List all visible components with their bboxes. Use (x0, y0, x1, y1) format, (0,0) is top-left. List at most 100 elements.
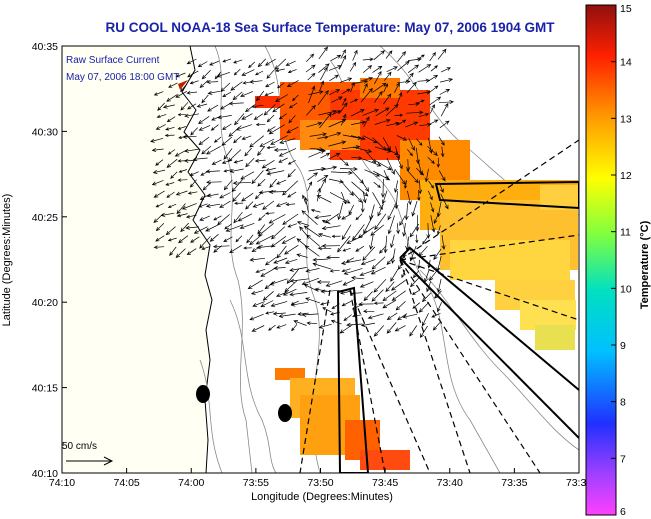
current-arrow (405, 72, 414, 84)
current-arrow (395, 300, 406, 311)
current-arrow (370, 224, 385, 236)
current-arrow (243, 246, 253, 250)
current-arrow (318, 46, 328, 60)
current-arrow (390, 248, 396, 264)
current-arrow (397, 60, 410, 71)
current-arrow (180, 222, 189, 233)
current-arrow (312, 257, 329, 262)
current-arrow (373, 278, 387, 293)
current-arrow (379, 245, 387, 254)
current-arrow (278, 157, 288, 163)
current-arrow (206, 79, 219, 85)
current-arrow (430, 215, 436, 233)
current-arrow (177, 178, 188, 182)
current-arrow (175, 248, 186, 259)
current-arrow (198, 136, 210, 146)
current-arrow (417, 54, 425, 60)
current-arrow (399, 215, 406, 226)
current-arrow (230, 81, 243, 91)
current-arrow (291, 323, 298, 332)
current-arrow (276, 245, 287, 259)
current-arrow (276, 82, 285, 89)
current-arrow (350, 109, 365, 117)
current-arrow (254, 158, 266, 163)
current-arrow (409, 223, 419, 238)
current-arrow (189, 171, 199, 176)
colorbar-label: Temperature (°C) (639, 220, 651, 309)
current-arrow (198, 125, 211, 131)
current-arrow (241, 192, 254, 202)
current-arrow (358, 302, 374, 307)
chart-title: RU COOL NOAA-18 Sea Surface Temperature:… (105, 20, 555, 35)
current-arrow (316, 187, 322, 202)
current-arrow (331, 110, 341, 116)
current-arrow (308, 150, 326, 158)
current-arrow (407, 149, 413, 157)
current-arrow (359, 269, 375, 277)
y-tick-label: 40:10 (32, 468, 58, 480)
current-arrow (397, 119, 407, 126)
current-arrow (436, 157, 441, 168)
current-arrow (339, 166, 358, 172)
current-arrow (416, 138, 423, 146)
surface-current-arrows (150, 46, 455, 338)
current-arrow (192, 157, 208, 162)
current-arrow (258, 190, 277, 195)
current-arrow (382, 290, 397, 302)
current-arrow (289, 267, 307, 272)
current-arrow (187, 70, 199, 78)
current-arrow (266, 114, 275, 123)
current-arrow (153, 245, 165, 250)
current-arrow (362, 57, 374, 62)
current-arrow (275, 68, 285, 72)
current-arrow (249, 79, 263, 84)
current-arrow (373, 301, 384, 305)
current-arrow (153, 190, 165, 198)
current-arrow (290, 301, 309, 307)
current-arrow (301, 210, 318, 226)
colorbar-tick-label: 10 (620, 283, 632, 295)
map-content (62, 46, 579, 473)
current-arrow (306, 121, 323, 128)
current-arrow (263, 104, 276, 116)
current-arrow (362, 82, 368, 94)
current-arrow (276, 324, 287, 329)
current-arrow (424, 168, 429, 183)
current-arrow (177, 126, 186, 130)
current-arrow (176, 213, 188, 218)
current-arrow (266, 126, 276, 132)
current-arrow (434, 290, 442, 299)
current-arrow (363, 291, 373, 302)
current-arrow (245, 201, 254, 210)
y-axis-label: Latitude (Degrees:Minutes) (1, 194, 13, 327)
current-arrow (160, 212, 175, 217)
colorbar (585, 4, 617, 516)
current-arrow (351, 156, 363, 160)
current-arrow (185, 225, 200, 230)
current-arrow (438, 182, 444, 193)
current-arrow (306, 321, 318, 326)
current-arrow (258, 214, 266, 222)
current-arrow (320, 165, 338, 171)
current-arrow (355, 245, 365, 252)
current-arrow (211, 159, 222, 165)
current-arrow (241, 135, 252, 140)
current-arrow (272, 103, 285, 113)
current-arrow (318, 178, 326, 192)
current-arrow (248, 61, 256, 69)
current-arrow (390, 279, 406, 291)
current-arrow (382, 299, 396, 309)
current-arrow (329, 89, 341, 96)
current-arrow (151, 148, 164, 153)
current-arrow (406, 159, 411, 172)
current-arrow (157, 102, 165, 111)
current-arrow (199, 193, 211, 201)
current-arrow (348, 204, 355, 215)
current-arrow (410, 277, 419, 288)
current-arrow (289, 292, 308, 297)
current-arrow (341, 213, 352, 220)
current-arrow (265, 211, 275, 215)
current-arrow (178, 169, 188, 173)
current-arrow (360, 259, 376, 266)
